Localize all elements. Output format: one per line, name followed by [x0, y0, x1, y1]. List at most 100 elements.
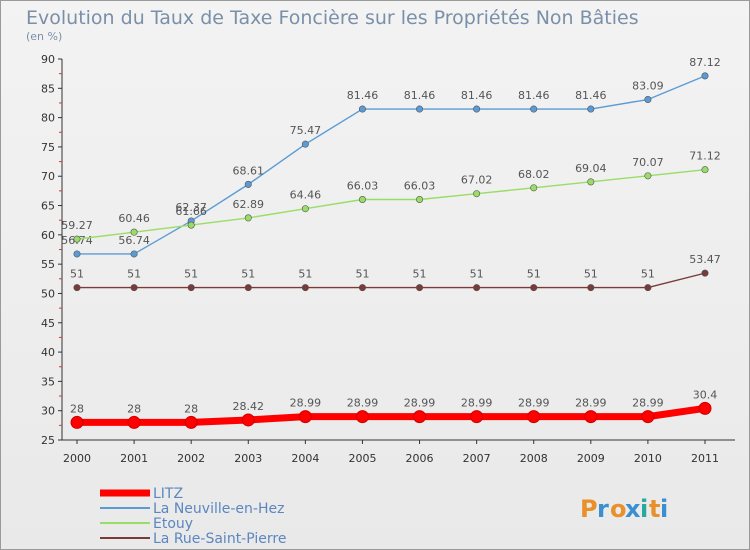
legend-label: LITZ	[153, 486, 183, 502]
data-label: 30.4	[693, 388, 718, 401]
series-point	[187, 221, 195, 229]
data-label: 69.04	[575, 162, 607, 175]
series-point	[587, 178, 595, 186]
series-point	[644, 172, 652, 180]
y-tick-label: 55	[41, 258, 55, 271]
data-label: 60.46	[118, 212, 150, 225]
series-point	[301, 140, 309, 148]
series-point	[355, 410, 369, 424]
y-tick-label: 90	[41, 53, 55, 66]
y-tick-label: 50	[41, 287, 55, 300]
x-tick-label: 2002	[177, 452, 205, 465]
logo-letter: i	[660, 495, 668, 523]
x-ticks: 2000 2001 2002 2003 2004 2005 2006 2007 2008 2009…	[63, 440, 719, 465]
data-label: 51	[413, 268, 427, 281]
data-label: 51	[641, 268, 655, 281]
series-point	[530, 105, 538, 113]
data-label: 28	[70, 402, 84, 415]
data-label: 62.89	[233, 198, 265, 211]
logo-letter: P	[580, 495, 598, 523]
series-point	[644, 284, 652, 292]
series-point	[127, 415, 141, 429]
data-label: 51	[298, 268, 312, 281]
series-point	[241, 413, 255, 427]
series-point	[530, 284, 538, 292]
logo-letter: x	[625, 495, 641, 523]
data-label: 81.46	[518, 89, 550, 102]
data-label: 70.07	[632, 156, 664, 169]
series-point	[473, 284, 481, 292]
series-point	[698, 401, 712, 415]
series-point	[470, 410, 484, 424]
series-line	[77, 404, 706, 426]
chart-subtitle: (en %)	[26, 30, 62, 43]
series-point	[130, 250, 138, 258]
data-label: 75.47	[290, 124, 322, 137]
x-tick-label: 2011	[691, 452, 719, 465]
data-label: 28.99	[347, 397, 379, 410]
data-label: 81.46	[404, 89, 436, 102]
data-label: 67.02	[461, 174, 493, 187]
series-point	[70, 415, 84, 429]
y-tick-label: 30	[41, 405, 55, 418]
data-label: 68.02	[518, 168, 550, 181]
data-label: 51	[584, 268, 598, 281]
series-point	[416, 196, 424, 204]
series-point	[416, 105, 424, 113]
x-tick-label: 2007	[463, 452, 491, 465]
data-label: 81.46	[347, 89, 379, 102]
legend-label: La Neuville-en-Hez	[153, 501, 284, 517]
data-label: 28.99	[518, 397, 550, 410]
data-label: 59.27	[61, 219, 93, 232]
series-point	[644, 96, 652, 104]
data-label: 81.46	[575, 89, 607, 102]
data-label: 53.47	[689, 253, 721, 266]
x-tick-label: 2004	[291, 452, 319, 465]
series-point	[301, 205, 309, 213]
y-tick-label: 75	[41, 141, 55, 154]
series-point	[130, 284, 138, 292]
series-point	[187, 284, 195, 292]
y-tick-label: 85	[41, 82, 55, 95]
logo-letter: r	[597, 495, 609, 523]
y-tick-label: 80	[41, 112, 55, 125]
data-label: 28	[184, 402, 198, 415]
series-point	[584, 410, 598, 424]
series-point	[527, 410, 541, 424]
series-point	[244, 214, 252, 222]
series-group: 56.7456.7462.3768.6175.4781.4681.4681.46…	[61, 56, 721, 429]
x-tick-label: 2010	[634, 452, 662, 465]
y-tick-label: 40	[41, 346, 55, 359]
data-label: 28.42	[233, 400, 265, 413]
data-label: 68.61	[233, 164, 265, 177]
logo-letter: o	[610, 495, 627, 523]
data-label: 51	[184, 268, 198, 281]
data-label: 28	[127, 402, 141, 415]
legend-label: La Rue-Saint-Pierre	[153, 531, 286, 547]
data-label: 66.03	[404, 180, 436, 193]
series-point	[244, 284, 252, 292]
data-label: 71.12	[689, 150, 721, 163]
series-line	[76, 168, 706, 240]
series-point	[473, 105, 481, 113]
x-tick-label: 2005	[348, 452, 376, 465]
data-label: 83.09	[632, 80, 664, 93]
data-label: 66.03	[347, 180, 379, 193]
y-tick-label: 45	[41, 317, 55, 330]
y-tick-label: 65	[41, 200, 55, 213]
data-label: 56.74	[118, 234, 150, 247]
data-label: 61.66	[175, 205, 207, 218]
series-point	[587, 284, 595, 292]
data-label: 51	[70, 268, 84, 281]
y-tick-label: 70	[41, 170, 55, 183]
series-point	[184, 415, 198, 429]
series-point	[73, 235, 81, 243]
y-tick-label: 25	[41, 434, 55, 447]
data-label: 28.99	[575, 397, 607, 410]
data-label: 28.99	[632, 397, 664, 410]
chart-title: Evolution du Taux de Taxe Foncière sur l…	[26, 7, 639, 29]
series-point	[73, 284, 81, 292]
